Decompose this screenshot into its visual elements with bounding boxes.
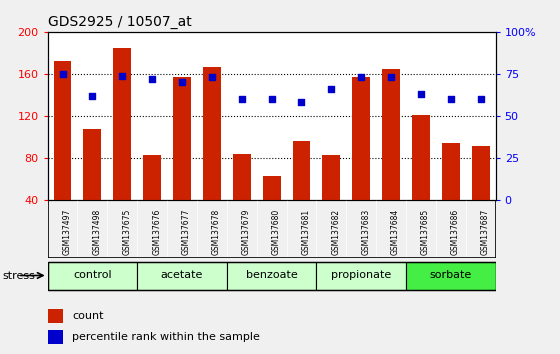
Bar: [263, 176, 281, 200]
Bar: [233, 154, 251, 200]
Bar: [137, 262, 227, 290]
Text: GSM137683: GSM137683: [361, 209, 370, 255]
Point: [267, 96, 276, 102]
Text: GSM137678: GSM137678: [212, 209, 221, 255]
Text: GSM137677: GSM137677: [182, 209, 191, 255]
Point: [357, 74, 366, 80]
Bar: [412, 115, 430, 200]
Point: [58, 71, 67, 77]
Text: stress: stress: [3, 271, 36, 281]
Text: count: count: [72, 311, 104, 321]
Bar: [203, 67, 221, 200]
Point: [297, 100, 306, 105]
Point: [178, 80, 186, 85]
Bar: [323, 155, 340, 200]
Point: [386, 74, 395, 80]
Text: GSM137675: GSM137675: [122, 209, 131, 255]
Text: GSM137680: GSM137680: [272, 209, 281, 255]
Bar: [406, 262, 496, 290]
Text: acetate: acetate: [161, 270, 203, 280]
Bar: [173, 77, 191, 200]
Bar: [442, 143, 460, 200]
Point: [148, 76, 157, 82]
Point: [417, 91, 426, 97]
Bar: [316, 262, 406, 290]
Text: GSM137498: GSM137498: [92, 209, 101, 255]
Text: propionate: propionate: [331, 270, 391, 280]
Point: [118, 73, 127, 79]
Text: sorbate: sorbate: [430, 270, 472, 280]
Text: benzoate: benzoate: [246, 270, 297, 280]
Text: GSM137686: GSM137686: [451, 209, 460, 255]
Bar: [113, 48, 131, 200]
Bar: [83, 129, 101, 200]
Text: GDS2925 / 10507_at: GDS2925 / 10507_at: [48, 16, 192, 29]
Text: GSM137684: GSM137684: [391, 209, 400, 255]
Text: GSM137687: GSM137687: [480, 209, 489, 255]
Point: [446, 96, 455, 102]
Bar: [382, 69, 400, 200]
Bar: [48, 330, 63, 343]
Text: GSM137685: GSM137685: [421, 209, 430, 255]
Point: [237, 96, 246, 102]
Point: [327, 86, 336, 92]
Text: GSM137679: GSM137679: [242, 209, 251, 255]
Text: GSM137676: GSM137676: [152, 209, 161, 255]
Text: GSM137497: GSM137497: [63, 209, 72, 255]
Bar: [352, 77, 370, 200]
Point: [207, 74, 216, 80]
Text: percentile rank within the sample: percentile rank within the sample: [72, 332, 260, 342]
Bar: [227, 262, 316, 290]
Point: [476, 96, 485, 102]
Point: [88, 93, 97, 98]
Text: GSM137682: GSM137682: [332, 209, 340, 255]
Bar: [48, 309, 63, 323]
Text: control: control: [73, 270, 111, 280]
Bar: [472, 147, 489, 200]
Bar: [292, 141, 310, 200]
Text: GSM137681: GSM137681: [301, 209, 310, 255]
Bar: [54, 61, 72, 200]
Bar: [143, 155, 161, 200]
Bar: [48, 262, 137, 290]
